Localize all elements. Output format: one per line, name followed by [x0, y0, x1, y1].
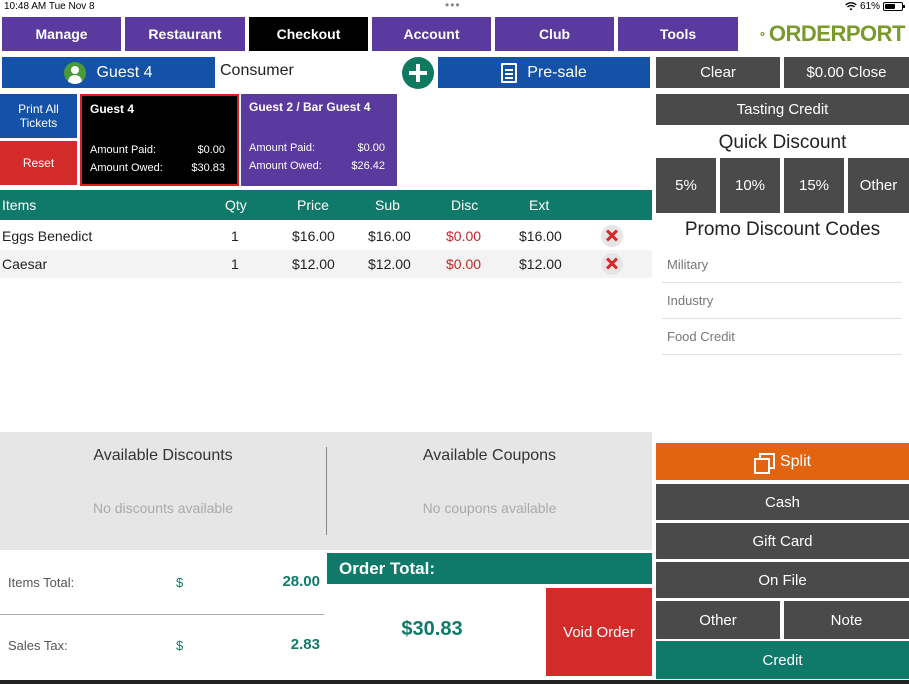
item-name: Eggs Benedict	[2, 228, 93, 244]
presale-button[interactable]: Pre-sale	[438, 57, 650, 88]
promo-code-food-credit[interactable]: Food Credit	[662, 319, 902, 355]
item-price: $16.00	[292, 228, 335, 244]
discount-10-button[interactable]: 10%	[720, 158, 780, 213]
print-all-tickets-button[interactable]: Print All Tickets	[0, 94, 77, 138]
order-total-value: $30.83	[401, 618, 463, 640]
table-row[interactable]: Eggs Benedict 1 $16.00 $16.00 $0.00 $16.…	[0, 222, 652, 250]
item-name: Caesar	[2, 256, 48, 272]
guest-ticket-selected[interactable]: Guest 4 Amount Paid: $0.00 Amount Owed: $3…	[80, 94, 239, 186]
promo-code-industry[interactable]: Industry	[662, 283, 902, 319]
other-payment-button[interactable]: Other	[656, 601, 780, 639]
nav-manage[interactable]: Manage	[2, 17, 121, 51]
presale-label: Pre-sale	[527, 63, 587, 81]
gift-card-button[interactable]: Gift Card	[656, 523, 909, 559]
items-total-value: 28.00	[282, 573, 320, 590]
panel-divider	[326, 447, 327, 535]
item-ext: $12.00	[519, 256, 562, 272]
battery-percent: 61%	[859, 1, 880, 12]
header-sub: Sub	[375, 197, 400, 213]
sales-tax-value: 2.83	[290, 636, 320, 653]
wifi-icon	[845, 2, 857, 11]
items-total-currency: $	[176, 575, 184, 590]
copy-icon	[753, 452, 775, 474]
header-ext: Ext	[529, 197, 550, 213]
item-disc: $0.00	[446, 228, 482, 244]
item-ext: $16.00	[519, 228, 562, 244]
order-total-label: Order Total:	[327, 553, 652, 584]
split-button[interactable]: Split	[656, 443, 909, 480]
promo-code-military[interactable]: Military	[662, 247, 902, 283]
available-discounts-title: Available Discounts	[93, 447, 233, 464]
orderport-logo: ORDERPORT	[760, 17, 906, 51]
nav-restaurant[interactable]: Restaurant	[125, 17, 245, 51]
header-qty: Qty	[225, 197, 247, 213]
nav-tools[interactable]: Tools	[618, 17, 738, 51]
void-order-button[interactable]: Void Order	[546, 588, 652, 676]
ticket-paid-row: Amount Paid: $0.00	[249, 142, 385, 154]
reset-button[interactable]: Reset	[0, 141, 77, 185]
discount-15-button[interactable]: 15%	[784, 158, 844, 213]
item-price: $12.00	[292, 256, 335, 272]
remove-item-icon[interactable]	[601, 253, 623, 275]
guest-name: Guest 4	[96, 63, 153, 81]
status-bar: 10:48 AM Tue Nov 8 ••• 61%	[0, 0, 909, 14]
item-sub: $12.00	[368, 256, 411, 272]
quick-discount-title: Quick Discount	[718, 132, 847, 153]
sales-tax-label: Sales Tax:	[8, 638, 68, 653]
guest-selector[interactable]: Guest 4	[2, 57, 215, 88]
document-icon	[501, 62, 518, 83]
multitask-dots-icon[interactable]: •••	[445, 0, 461, 12]
available-coupons-empty: No coupons available	[422, 500, 557, 516]
item-qty: 1	[231, 228, 239, 244]
ticket-name: Guest 2 / Bar Guest 4	[249, 100, 371, 114]
clear-button[interactable]: Clear	[656, 57, 780, 88]
status-time: 10:48 AM Tue Nov 8	[4, 1, 95, 12]
customer-type: Consumer	[220, 62, 294, 79]
items-total-label: Items Total:	[8, 575, 75, 590]
promo-codes-title: Promo Discount Codes	[684, 219, 881, 240]
user-icon	[64, 61, 87, 84]
item-sub: $16.00	[368, 228, 411, 244]
items-total-row: Items Total: $ 28.00	[0, 553, 324, 615]
note-button[interactable]: Note	[784, 601, 909, 639]
nav-checkout[interactable]: Checkout	[249, 17, 368, 51]
split-label: Split	[779, 452, 812, 470]
items-table-header: Items Qty Price Sub Disc Ext	[0, 190, 652, 220]
credit-button[interactable]: Credit	[656, 641, 909, 679]
sales-tax-row: Sales Tax: $ 2.83	[0, 616, 324, 678]
guest-ticket[interactable]: Guest 2 / Bar Guest 4 Amount Paid: $0.00 …	[241, 94, 397, 186]
discount-other-button[interactable]: Other	[848, 158, 909, 213]
header-items: Items	[2, 197, 37, 213]
item-disc: $0.00	[446, 256, 482, 272]
header-price: Price	[297, 197, 329, 213]
discount-5-button[interactable]: 5%	[656, 158, 716, 213]
item-qty: 1	[231, 256, 239, 272]
battery-icon	[883, 2, 905, 11]
tasting-credit-button[interactable]: Tasting Credit	[656, 94, 909, 125]
available-coupons-title: Available Coupons	[422, 447, 557, 464]
nav-account[interactable]: Account	[372, 17, 491, 51]
header-disc: Disc	[451, 197, 479, 213]
remove-item-icon[interactable]	[601, 225, 623, 247]
nav-club[interactable]: Club	[495, 17, 614, 51]
add-guest-button[interactable]	[402, 57, 434, 89]
ticket-name: Guest 4	[90, 102, 135, 116]
table-row[interactable]: Caesar 1 $12.00 $12.00 $0.00 $12.00	[0, 250, 652, 278]
available-discounts-empty: No discounts available	[92, 500, 234, 516]
battery-status: 61%	[845, 1, 905, 12]
ticket-owed-row: Amount Owed: $30.83	[90, 162, 225, 174]
bottom-edge	[0, 680, 909, 684]
ticket-paid-row: Amount Paid: $0.00	[90, 144, 225, 156]
logo-text: ORDERPORT	[768, 21, 906, 46]
ticket-owed-row: Amount Owed: $26.42	[249, 160, 385, 172]
cash-button[interactable]: Cash	[656, 484, 909, 520]
flower-logo-icon	[760, 31, 765, 37]
on-file-button[interactable]: On File	[656, 562, 909, 598]
close-button[interactable]: $0.00 Close	[784, 57, 909, 88]
sales-tax-currency: $	[176, 638, 184, 653]
